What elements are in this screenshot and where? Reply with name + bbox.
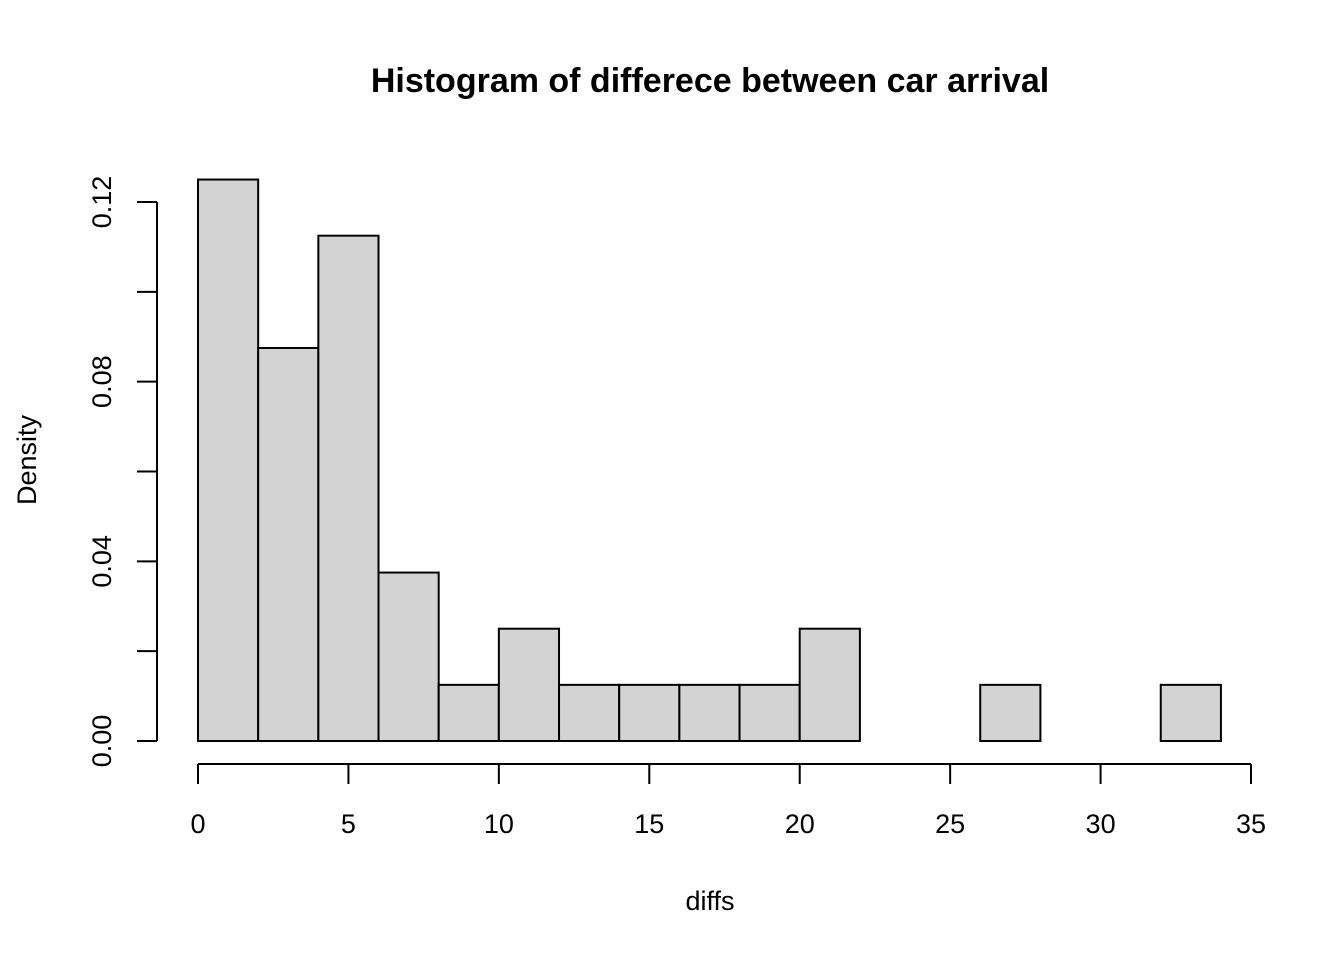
histogram-bar xyxy=(437,683,500,743)
histogram-bar xyxy=(618,683,681,743)
x-tick-label: 5 xyxy=(341,809,356,839)
y-tick-label: 0.08 xyxy=(87,355,117,408)
x-tick-label: 35 xyxy=(1236,809,1266,839)
x-tick-label: 20 xyxy=(785,809,815,839)
histogram-bar xyxy=(979,683,1042,743)
histogram-bar xyxy=(558,683,621,743)
histogram-bar xyxy=(317,234,380,742)
y-axis: 0.00 0.04 0.08 0.12 xyxy=(87,176,158,768)
x-tick-label: 25 xyxy=(935,809,965,839)
x-tick-label: 15 xyxy=(634,809,664,839)
histogram-bar xyxy=(798,627,861,742)
histogram-bar xyxy=(497,627,561,742)
x-axis: 0 5 10 15 20 25 30 35 xyxy=(190,763,1266,839)
y-tick-label: 0.04 xyxy=(87,535,117,588)
y-tick-label: 0.12 xyxy=(87,176,117,229)
histogram-bar xyxy=(1159,683,1222,743)
histogram-bar xyxy=(738,683,801,743)
chart-title: Histogram of differece between car arriv… xyxy=(371,62,1049,100)
histogram-bar xyxy=(257,346,320,742)
histogram-bar xyxy=(678,683,741,743)
x-tick-label: 30 xyxy=(1086,809,1116,839)
histogram-bar xyxy=(377,571,440,742)
y-axis-label: Density xyxy=(12,414,42,505)
histogram-bar xyxy=(197,178,260,742)
y-tick-label: 0.00 xyxy=(87,715,117,768)
x-tick-label: 0 xyxy=(190,809,205,839)
x-tick-label: 10 xyxy=(484,809,514,839)
bars-group xyxy=(197,178,1222,743)
x-axis-label: diffs xyxy=(685,886,734,916)
